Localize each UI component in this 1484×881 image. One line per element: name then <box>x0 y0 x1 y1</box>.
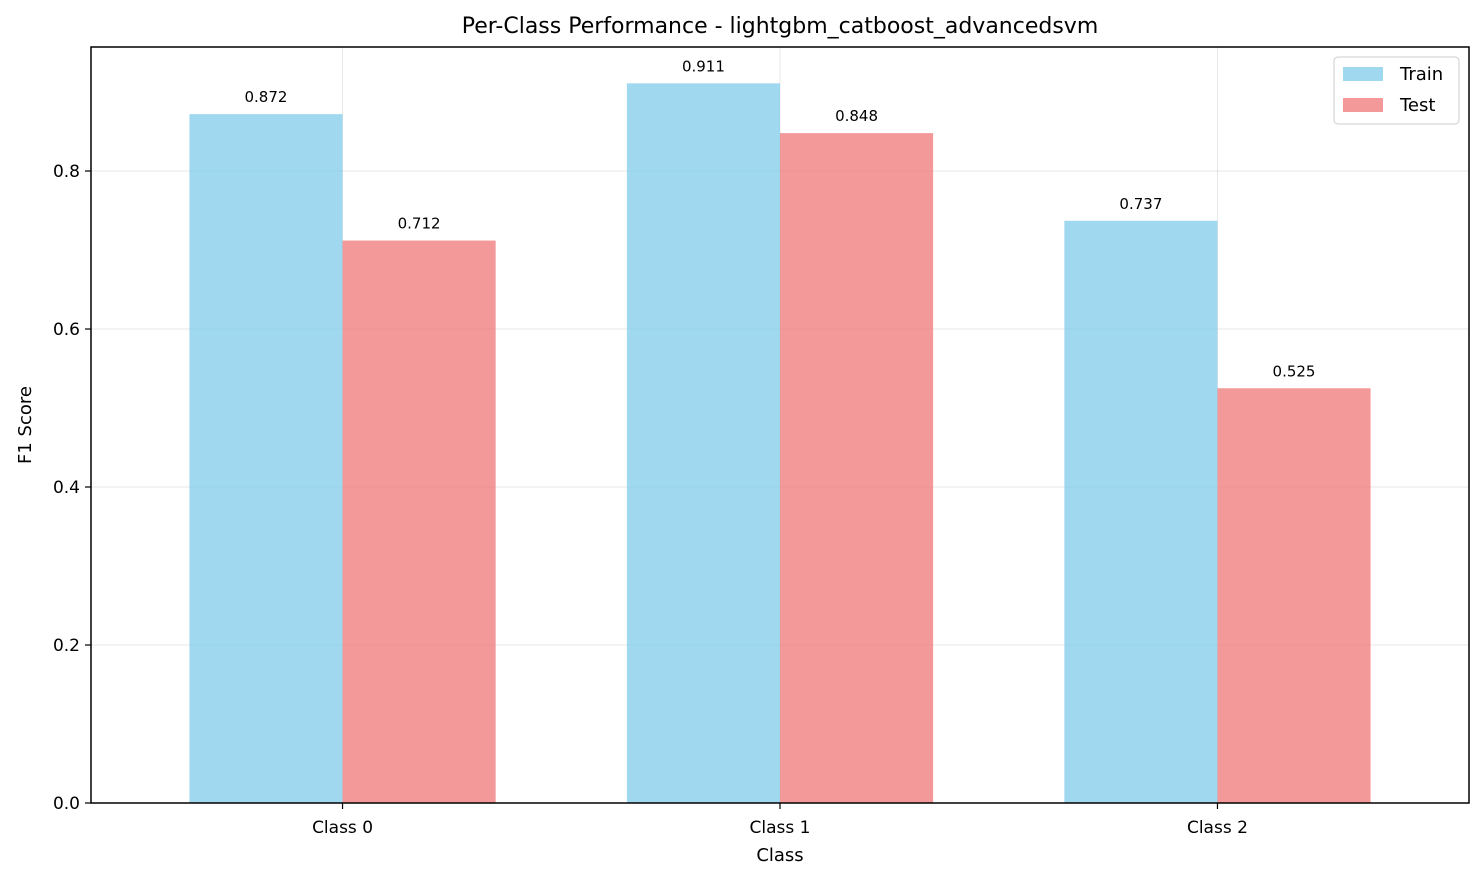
legend-swatch-test <box>1343 98 1383 112</box>
bar-test-2 <box>1217 388 1371 803</box>
y-axis: 0.0 0.2 0.4 0.6 0.8 <box>53 162 91 814</box>
y-axis-label: F1 Score <box>15 386 36 464</box>
legend-swatch-train <box>1343 67 1383 81</box>
chart-title: Per-Class Performance - lightgbm_catboos… <box>462 14 1099 39</box>
legend-label-train: Train <box>1399 64 1443 85</box>
x-axis-label: Class <box>756 845 803 866</box>
y-tick-label: 0.0 <box>53 794 80 814</box>
x-tick-label: Class 2 <box>1187 818 1248 838</box>
bar-train-1 <box>626 83 780 803</box>
data-label-test-1: 0.848 <box>835 107 878 125</box>
legend-label-test: Test <box>1399 95 1435 116</box>
data-labels-layer: 0.872 0.911 0.737 0.712 0.848 0.525 <box>245 57 1316 380</box>
x-tick-label: Class 1 <box>750 818 811 838</box>
data-label-train-1: 0.911 <box>682 57 725 75</box>
legend: Train Test <box>1333 56 1460 125</box>
data-label-train-2: 0.737 <box>1119 195 1162 213</box>
data-label-train-0: 0.872 <box>245 88 288 106</box>
bar-train-2 <box>1064 220 1218 804</box>
x-tick-label: Class 0 <box>312 818 373 838</box>
x-axis: Class 0 Class 1 Class 2 <box>312 803 1248 838</box>
bar-test-1 <box>780 133 934 804</box>
data-label-test-2: 0.525 <box>1273 362 1316 380</box>
bars-layer <box>189 83 1371 804</box>
bar-test-0 <box>342 240 496 804</box>
y-tick-label: 0.2 <box>53 636 80 656</box>
y-tick-label: 0.8 <box>53 162 80 182</box>
data-label-test-0: 0.712 <box>398 215 441 233</box>
y-tick-label: 0.4 <box>53 478 80 498</box>
y-tick-label: 0.6 <box>53 320 80 340</box>
bar-train-0 <box>189 114 343 803</box>
